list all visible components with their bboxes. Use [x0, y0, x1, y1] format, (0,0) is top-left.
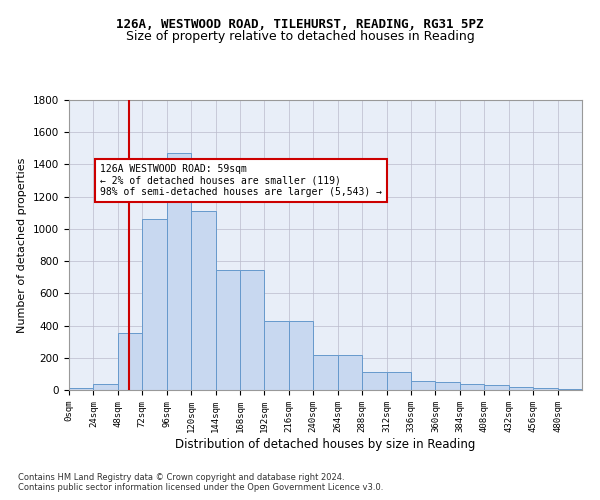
Bar — [509, 387, 533, 390]
Bar — [142, 219, 167, 390]
Bar — [94, 384, 118, 390]
Bar — [215, 270, 240, 390]
Bar — [533, 388, 557, 390]
Text: 126A WESTWOOD ROAD: 59sqm
← 2% of detached houses are smaller (119)
98% of semi-: 126A WESTWOOD ROAD: 59sqm ← 2% of detach… — [100, 164, 382, 197]
Bar — [386, 372, 411, 390]
Bar — [313, 354, 338, 390]
Y-axis label: Number of detached properties: Number of detached properties — [17, 158, 28, 332]
Bar — [167, 153, 191, 390]
Bar — [411, 381, 436, 390]
Bar — [460, 384, 484, 390]
Bar — [289, 320, 313, 390]
X-axis label: Distribution of detached houses by size in Reading: Distribution of detached houses by size … — [175, 438, 476, 450]
Bar — [362, 372, 386, 390]
Bar — [265, 320, 289, 390]
Text: Size of property relative to detached houses in Reading: Size of property relative to detached ho… — [125, 30, 475, 43]
Bar — [240, 270, 265, 390]
Bar — [436, 382, 460, 390]
Bar — [557, 389, 582, 390]
Bar — [69, 388, 94, 390]
Text: 126A, WESTWOOD ROAD, TILEHURST, READING, RG31 5PZ: 126A, WESTWOOD ROAD, TILEHURST, READING,… — [116, 18, 484, 30]
Bar — [191, 211, 215, 390]
Bar — [338, 354, 362, 390]
Text: Contains HM Land Registry data © Crown copyright and database right 2024.
Contai: Contains HM Land Registry data © Crown c… — [18, 472, 383, 492]
Bar — [118, 333, 142, 390]
Bar — [484, 385, 509, 390]
